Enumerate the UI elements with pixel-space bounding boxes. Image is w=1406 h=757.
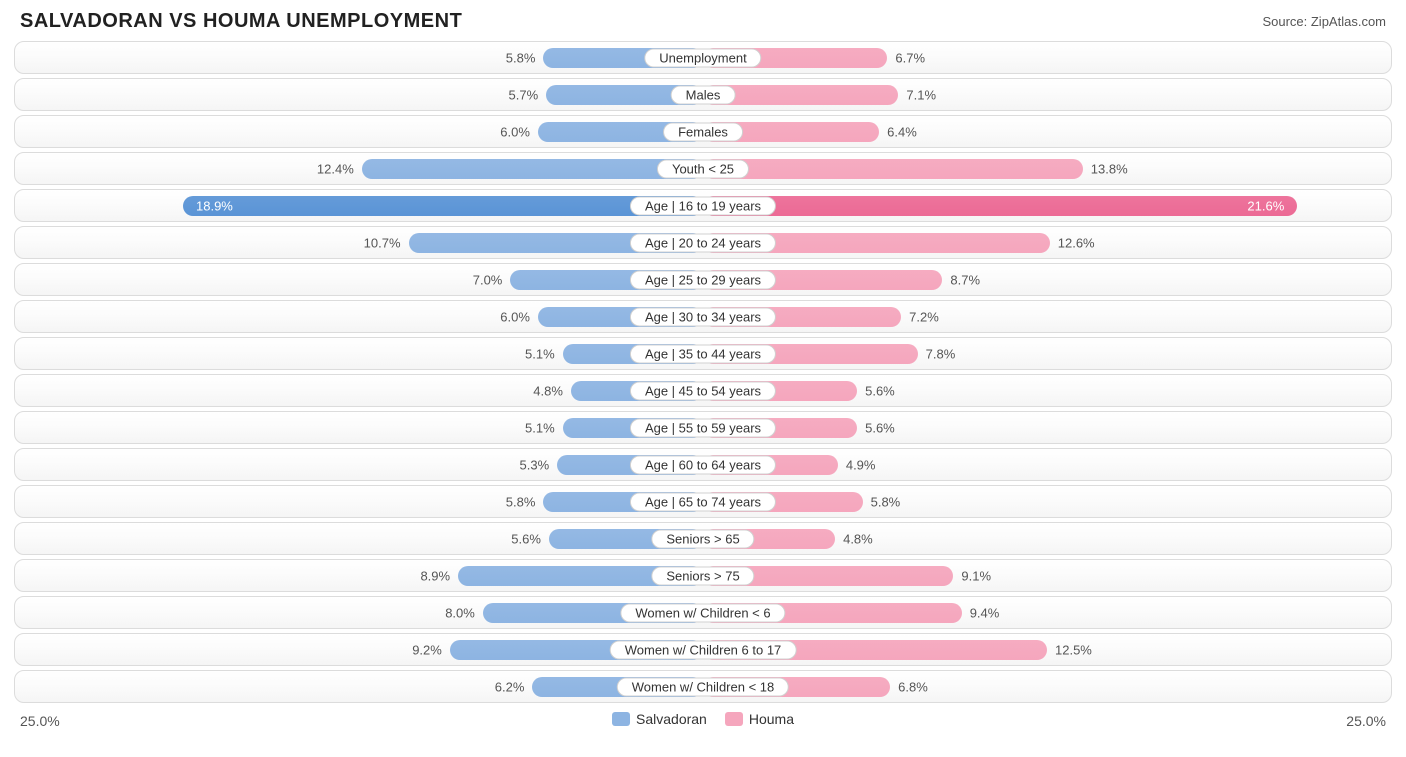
chart-row: 6.0% 7.2% Age | 30 to 34 years <box>14 300 1392 333</box>
chart-row: 5.6% 4.8% Seniors > 65 <box>14 522 1392 555</box>
category-pill: Age | 45 to 54 years <box>630 381 776 400</box>
chart-row: 9.2% 12.5% Women w/ Children 6 to 17 <box>14 633 1392 666</box>
category-pill: Women w/ Children < 18 <box>617 677 789 696</box>
value-left: 8.0% <box>445 605 475 620</box>
value-left: 5.6% <box>511 531 541 546</box>
category-pill: Age | 60 to 64 years <box>630 455 776 474</box>
category-pill: Unemployment <box>644 48 761 67</box>
value-right: 8.7% <box>950 272 980 287</box>
chart-source: Source: ZipAtlas.com <box>1262 14 1386 29</box>
chart-row: 6.2% 6.8% Women w/ Children < 18 <box>14 670 1392 703</box>
value-left: 9.2% <box>412 642 442 657</box>
legend-label-left: Salvadoran <box>636 711 707 727</box>
chart-row: 8.9% 9.1% Seniors > 75 <box>14 559 1392 592</box>
category-pill: Females <box>663 122 743 141</box>
value-right: 9.4% <box>970 605 1000 620</box>
chart-row: 7.0% 8.7% Age | 25 to 29 years <box>14 263 1392 296</box>
category-pill: Age | 55 to 59 years <box>630 418 776 437</box>
category-pill: Youth < 25 <box>657 159 749 178</box>
value-left: 6.0% <box>500 124 530 139</box>
axis-max-left: 25.0% <box>20 713 60 729</box>
value-right: 4.9% <box>846 457 876 472</box>
chart-row: 8.0% 9.4% Women w/ Children < 6 <box>14 596 1392 629</box>
chart-row: 5.8% 5.8% Age | 65 to 74 years <box>14 485 1392 518</box>
chart-row: 5.1% 5.6% Age | 55 to 59 years <box>14 411 1392 444</box>
value-right: 12.5% <box>1055 642 1092 657</box>
value-left: 4.8% <box>533 383 563 398</box>
value-right: 21.6% <box>1247 198 1284 213</box>
category-pill: Age | 35 to 44 years <box>630 344 776 363</box>
value-right: 5.6% <box>865 383 895 398</box>
value-left: 6.2% <box>495 679 525 694</box>
value-right: 5.8% <box>871 494 901 509</box>
value-left: 5.1% <box>525 346 555 361</box>
legend-swatch-left <box>612 712 630 726</box>
diverging-bar-chart: 5.8% 6.7% Unemployment 5.7% 7.1% Males 6.0% 6.4… <box>0 41 1406 703</box>
legend-swatch-right <box>725 712 743 726</box>
category-pill: Age | 65 to 74 years <box>630 492 776 511</box>
value-left: 5.8% <box>506 50 536 65</box>
value-left: 12.4% <box>317 161 354 176</box>
value-right: 7.8% <box>926 346 956 361</box>
value-right: 12.6% <box>1058 235 1095 250</box>
chart-row: 5.3% 4.9% Age | 60 to 64 years <box>14 448 1392 481</box>
value-left: 5.3% <box>520 457 550 472</box>
value-right: 7.2% <box>909 309 939 324</box>
chart-row: 4.8% 5.6% Age | 45 to 54 years <box>14 374 1392 407</box>
category-pill: Age | 20 to 24 years <box>630 233 776 252</box>
category-pill: Seniors > 65 <box>651 529 754 548</box>
legend-label-right: Houma <box>749 711 794 727</box>
value-left: 5.7% <box>509 87 539 102</box>
value-right: 6.4% <box>887 124 917 139</box>
category-pill: Age | 30 to 34 years <box>630 307 776 326</box>
legend-item-salvadoran: Salvadoran <box>612 711 707 727</box>
category-pill: Age | 25 to 29 years <box>630 270 776 289</box>
category-pill: Seniors > 75 <box>651 566 754 585</box>
value-right: 6.7% <box>895 50 925 65</box>
value-left: 8.9% <box>420 568 450 583</box>
value-right: 13.8% <box>1091 161 1128 176</box>
value-left: 7.0% <box>473 272 503 287</box>
value-right: 4.8% <box>843 531 873 546</box>
category-pill: Age | 16 to 19 years <box>630 196 776 215</box>
value-right: 5.6% <box>865 420 895 435</box>
legend-item-houma: Houma <box>725 711 794 727</box>
chart-row: 18.9% 21.6% Age | 16 to 19 years <box>14 189 1392 222</box>
value-left: 10.7% <box>364 235 401 250</box>
value-left: 5.8% <box>506 494 536 509</box>
chart-row: 5.7% 7.1% Males <box>14 78 1392 111</box>
bar-right <box>703 159 1083 179</box>
bar-left <box>362 159 703 179</box>
category-pill: Males <box>671 85 736 104</box>
value-right: 9.1% <box>961 568 991 583</box>
category-pill: Women w/ Children < 6 <box>620 603 785 622</box>
chart-row: 6.0% 6.4% Females <box>14 115 1392 148</box>
bar-right <box>703 196 1297 216</box>
chart-row: 12.4% 13.8% Youth < 25 <box>14 152 1392 185</box>
chart-title: SALVADORAN VS HOUMA UNEMPLOYMENT <box>20 10 462 33</box>
chart-row: 10.7% 12.6% Age | 20 to 24 years <box>14 226 1392 259</box>
legend: Salvadoran Houma <box>612 711 794 727</box>
chart-row: 5.8% 6.7% Unemployment <box>14 41 1392 74</box>
chart-row: 5.1% 7.8% Age | 35 to 44 years <box>14 337 1392 370</box>
value-right: 7.1% <box>906 87 936 102</box>
chart-footer: 25.0% Salvadoran Houma 25.0% <box>0 709 1406 737</box>
category-pill: Women w/ Children 6 to 17 <box>610 640 797 659</box>
value-left: 18.9% <box>196 198 233 213</box>
value-left: 5.1% <box>525 420 555 435</box>
value-left: 6.0% <box>500 309 530 324</box>
axis-max-right: 25.0% <box>1346 713 1386 729</box>
bar-left <box>183 196 703 216</box>
value-right: 6.8% <box>898 679 928 694</box>
chart-header: SALVADORAN VS HOUMA UNEMPLOYMENT Source:… <box>0 0 1406 41</box>
